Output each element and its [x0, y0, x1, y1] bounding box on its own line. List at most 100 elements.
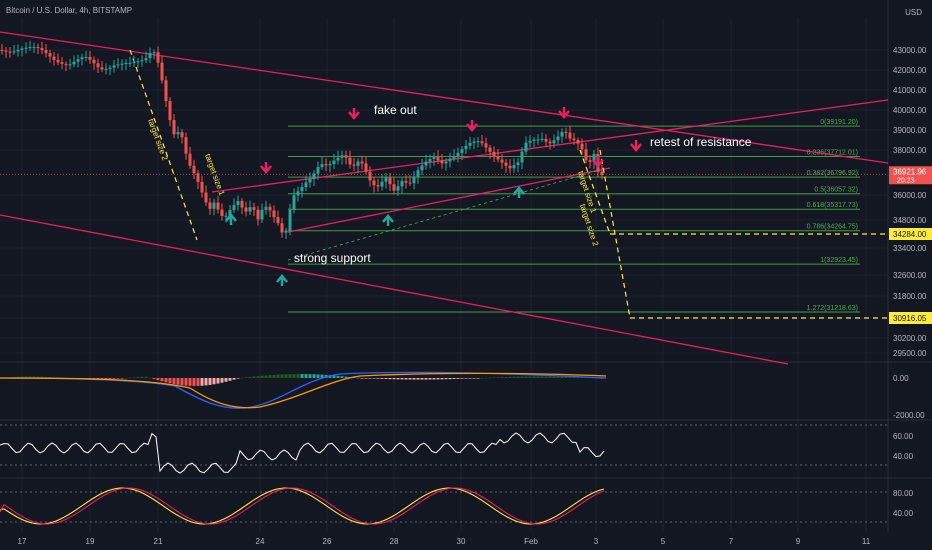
up-arrow-icon [513, 186, 525, 198]
candle-body [232, 205, 236, 211]
macd-histogram-bar [424, 378, 428, 380]
candle-body [480, 141, 484, 144]
candle-body [36, 47, 40, 49]
candle-body [356, 161, 360, 166]
candle-body [56, 59, 60, 63]
price-axis: 43000.00 42000.00 41000.00 40000.00 39000.00… [889, 46, 932, 358]
candle-body [112, 65, 116, 68]
candle-body [408, 182, 412, 184]
fib-label: 0.786(34264.75) [807, 224, 858, 231]
candle-body [528, 140, 532, 143]
candle-body [416, 170, 420, 177]
macd-histogram-bar [108, 378, 112, 380]
candle-body [380, 181, 384, 187]
date-tick: 11 [862, 537, 871, 546]
candle-body [472, 141, 476, 143]
macd-histogram-bar [572, 376, 576, 378]
macd-histogram-bar [300, 374, 304, 378]
annotation-target-size: target size 1 [203, 153, 227, 198]
candle-body [152, 52, 156, 54]
candle-body [24, 47, 28, 49]
stoch-label-80: 80.00 [893, 489, 914, 498]
candle-body [276, 217, 280, 224]
macd-histogram-bar [436, 378, 440, 380]
candle-body [544, 138, 548, 142]
candle-body [524, 142, 528, 152]
candle-body [516, 162, 520, 166]
channel-line [0, 31, 889, 164]
candle-body [452, 156, 456, 159]
candle-body [456, 152, 460, 157]
candle-body [228, 210, 232, 216]
macd-histogram-bar [188, 378, 192, 386]
macd-histogram-bar [460, 378, 464, 379]
rsi-line [0, 432, 605, 474]
candle-body [180, 132, 184, 138]
macd-histogram-bar [292, 374, 296, 378]
date-tick: 28 [390, 537, 399, 546]
macd-histogram-bar [560, 376, 564, 378]
candle-body [560, 132, 564, 137]
price-tick: 39000.00 [893, 126, 927, 135]
candle-body [368, 171, 372, 181]
macd-low-label: -2000.00 [893, 411, 925, 420]
price-tick: 40000.00 [893, 106, 927, 115]
candle-body [424, 161, 428, 166]
candle-body [296, 191, 300, 196]
macd-histogram-bar [160, 378, 164, 382]
macd-histogram-bar [360, 378, 364, 379]
candle-body [280, 223, 284, 233]
currency-label: USD [905, 8, 922, 17]
candle-body [124, 62, 128, 64]
macd-histogram-bar [200, 378, 204, 386]
macd-histogram-bar [312, 374, 316, 378]
candle-body [564, 132, 568, 134]
macd-histogram-bar [280, 374, 284, 378]
candle-body [96, 63, 100, 68]
macd-histogram-bar [484, 377, 488, 379]
price-tick: 43000.00 [893, 46, 927, 55]
candle-body [216, 202, 220, 210]
candle-body [44, 50, 48, 54]
candle-body [144, 58, 148, 61]
macd-histogram-bar [380, 378, 384, 379]
candle-body [32, 47, 36, 49]
down-arrow-icon [558, 107, 570, 119]
macd-histogram-bar [412, 378, 416, 380]
candle-body [188, 153, 192, 166]
date-axis: 17 19 21 24 26 28 30 Feb 3 5 7 9 11 [18, 537, 871, 546]
trend-lines [0, 31, 889, 365]
candle-body [588, 160, 592, 162]
candle-body [404, 181, 408, 183]
macd-histogram-bar [176, 378, 180, 385]
macd-histogram-bar [428, 378, 432, 380]
candle-body [300, 187, 304, 192]
macd-histogram-bar [384, 378, 388, 380]
candle-body [484, 143, 488, 148]
candle-body [80, 57, 84, 60]
date-tick: Feb [524, 537, 538, 546]
candle-body [388, 177, 392, 185]
candle-body [372, 180, 376, 186]
macd-histogram-bar [544, 376, 548, 378]
down-arrow-icon [592, 156, 604, 168]
down-arrow-icon [348, 108, 360, 120]
macd-histogram-bar [336, 375, 340, 378]
macd-histogram-bar [180, 378, 184, 386]
macd-histogram-bar [532, 376, 536, 378]
candle-body [348, 157, 352, 165]
candle-body [500, 159, 504, 163]
macd-histogram-bar [452, 378, 456, 380]
macd-histogram-bar [396, 378, 400, 380]
candle-body [496, 156, 500, 160]
macd-histogram-bar [456, 378, 460, 379]
macd-histogram-bar [408, 378, 412, 380]
candle-body [256, 209, 260, 220]
macd-histogram-bar [320, 374, 324, 378]
macd-histogram-bar [24, 376, 28, 378]
candle-body [320, 164, 324, 168]
candle-body [440, 160, 444, 164]
annotation-strong-support: strong support [294, 251, 371, 265]
candle-countdown: 20:23 [897, 177, 915, 184]
